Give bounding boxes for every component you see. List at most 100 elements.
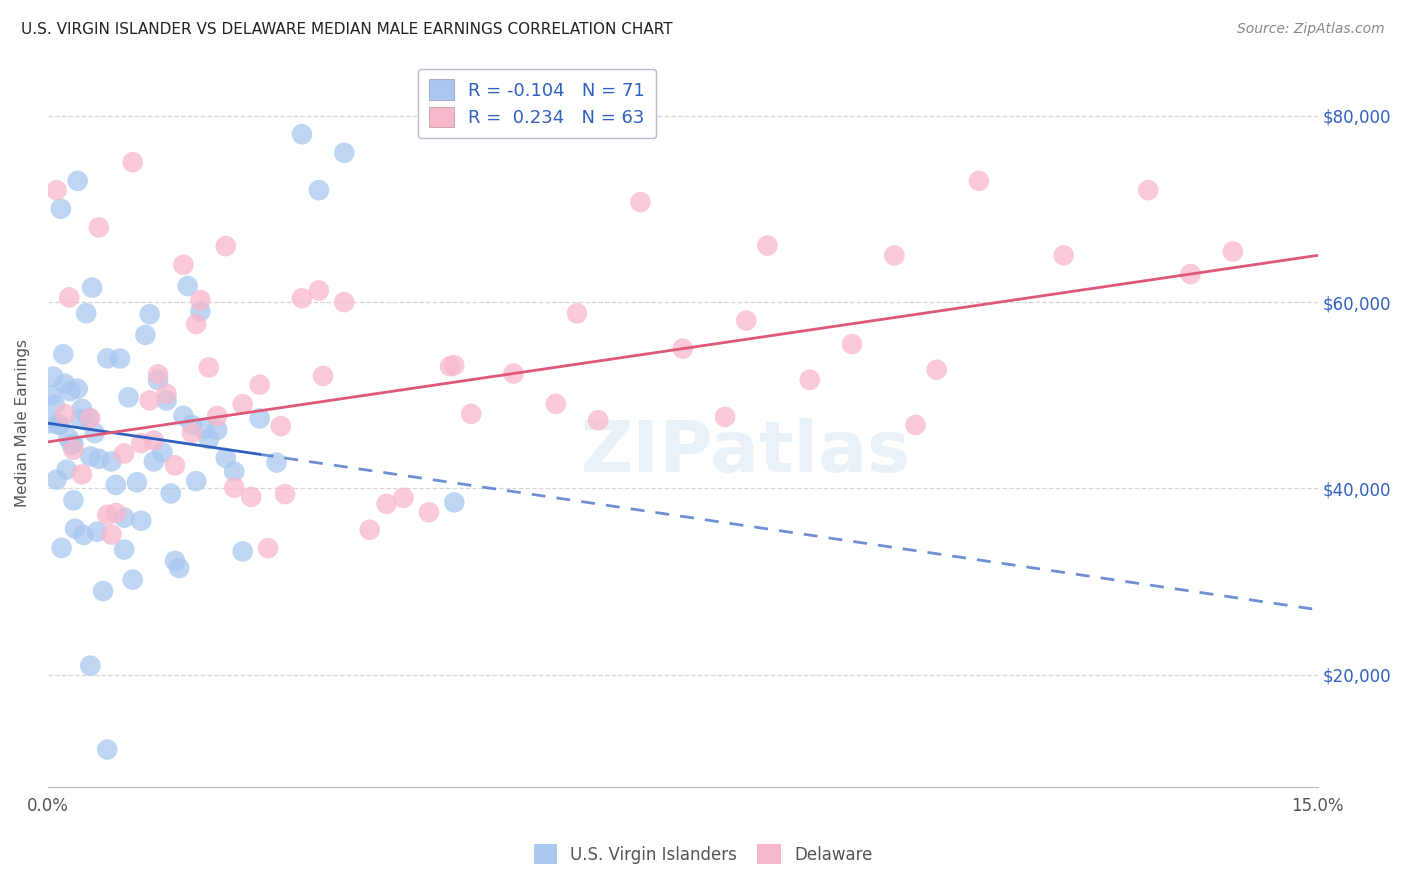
Y-axis label: Median Male Earnings: Median Male Earnings: [15, 339, 30, 508]
Point: [756, 238, 779, 252]
Point: [75, 306, 97, 320]
Point: [735, 313, 758, 327]
Legend: R = -0.104   N = 71, R =  0.234   N = 63: R = -0.104 N = 71, R = 0.234 N = 63: [418, 69, 655, 138]
Point: [291, 127, 314, 141]
Point: [418, 505, 440, 519]
Point: [91, 584, 114, 599]
Point: [51, 541, 73, 555]
Point: [224, 481, 246, 495]
Point: [70, 467, 93, 482]
Point: [249, 377, 271, 392]
Point: [62, 493, 84, 508]
Point: [49, 202, 72, 216]
Point: [72, 528, 94, 542]
Point: [249, 411, 271, 425]
Point: [62, 442, 84, 457]
Point: [460, 407, 482, 421]
Point: [1180, 267, 1202, 281]
Point: [83, 425, 105, 440]
Point: [333, 145, 356, 160]
Point: [80, 280, 103, 294]
Point: [58, 431, 80, 445]
Point: [69, 412, 91, 426]
Point: [79, 450, 101, 464]
Point: [63, 522, 86, 536]
Point: [672, 342, 695, 356]
Point: [172, 258, 194, 272]
Point: [714, 409, 737, 424]
Point: [257, 541, 280, 556]
Point: [967, 174, 990, 188]
Point: [42, 369, 65, 384]
Point: [266, 456, 288, 470]
Point: [586, 413, 609, 427]
Point: [112, 446, 135, 460]
Point: [146, 373, 169, 387]
Point: [108, 351, 131, 366]
Point: [129, 436, 152, 450]
Point: [799, 373, 821, 387]
Point: [55, 462, 77, 476]
Point: [232, 397, 254, 411]
Point: [142, 454, 165, 468]
Point: [375, 497, 398, 511]
Point: [439, 359, 461, 374]
Point: [392, 491, 415, 505]
Point: [163, 458, 186, 473]
Point: [544, 397, 567, 411]
Point: [194, 422, 217, 436]
Point: [121, 155, 143, 169]
Point: [224, 465, 246, 479]
Point: [146, 368, 169, 382]
Point: [190, 293, 212, 307]
Point: [100, 527, 122, 541]
Point: [112, 510, 135, 524]
Point: [207, 423, 229, 437]
Point: [186, 474, 208, 488]
Point: [883, 248, 905, 262]
Point: [443, 495, 465, 509]
Point: [190, 304, 212, 318]
Point: [308, 284, 330, 298]
Point: [308, 183, 330, 197]
Point: [207, 409, 229, 423]
Point: [181, 425, 204, 440]
Point: [274, 487, 297, 501]
Point: [167, 561, 190, 575]
Point: [502, 367, 524, 381]
Point: [155, 393, 177, 408]
Point: [215, 239, 238, 253]
Point: [77, 411, 100, 425]
Point: [138, 307, 160, 321]
Point: [630, 195, 652, 210]
Point: [66, 174, 89, 188]
Text: U.S. VIRGIN ISLANDER VS DELAWARE MEDIAN MALE EARNINGS CORRELATION CHART: U.S. VIRGIN ISLANDER VS DELAWARE MEDIAN …: [21, 22, 672, 37]
Point: [443, 358, 465, 372]
Point: [1222, 244, 1244, 259]
Point: [96, 351, 118, 366]
Point: [155, 387, 177, 401]
Point: [150, 445, 173, 459]
Point: [163, 554, 186, 568]
Point: [100, 454, 122, 468]
Point: [215, 450, 238, 465]
Point: [49, 417, 72, 432]
Point: [87, 220, 110, 235]
Point: [142, 434, 165, 448]
Point: [1137, 183, 1160, 197]
Legend: U.S. Virgin Islanders, Delaware: U.S. Virgin Islanders, Delaware: [527, 838, 879, 871]
Point: [198, 432, 221, 446]
Point: [291, 291, 314, 305]
Point: [270, 419, 292, 434]
Point: [333, 295, 356, 310]
Point: [240, 490, 263, 504]
Point: [181, 417, 204, 432]
Point: [59, 384, 82, 398]
Text: ZIPatlas: ZIPatlas: [581, 417, 911, 487]
Point: [38, 416, 60, 430]
Point: [66, 382, 89, 396]
Point: [53, 407, 76, 421]
Point: [79, 658, 101, 673]
Point: [312, 368, 335, 383]
Point: [41, 388, 63, 402]
